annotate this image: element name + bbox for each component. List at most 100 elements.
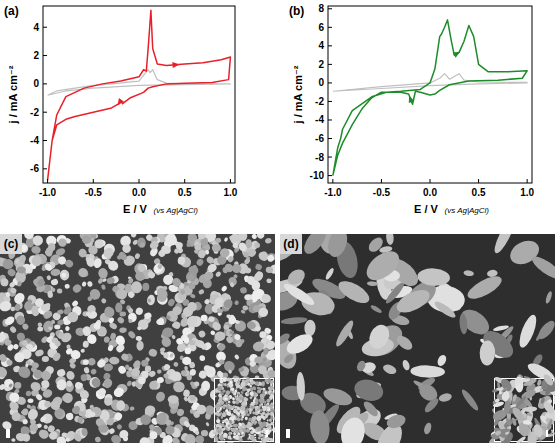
micrograph-feature	[226, 423, 228, 425]
micrograph-feature	[241, 426, 245, 429]
micrograph-feature	[139, 413, 152, 426]
scale-bar	[266, 430, 268, 437]
micrograph-feature	[11, 438, 16, 442]
y-tick	[43, 55, 47, 56]
micrograph-feature	[505, 418, 511, 426]
micrograph-feature	[242, 305, 248, 310]
micrograph-feature	[217, 393, 222, 398]
micrograph-feature	[269, 349, 275, 356]
micrograph-feature	[227, 316, 237, 326]
sem-texture	[0, 234, 275, 443]
micrograph-feature	[251, 280, 261, 291]
micrograph-feature	[264, 237, 272, 244]
y-tick-label: -4	[315, 114, 324, 125]
micrograph-feature	[282, 353, 294, 365]
micrograph-feature	[93, 257, 103, 269]
micrograph-feature	[137, 326, 142, 331]
micrograph-feature	[394, 333, 414, 353]
micrograph-feature	[254, 342, 264, 350]
x-axis-note: (vs Ag|AgCl)	[154, 206, 199, 215]
micrograph-feature	[87, 281, 93, 288]
micrograph-feature	[35, 393, 43, 401]
micrograph-feature	[15, 432, 26, 442]
micrograph-feature	[157, 263, 164, 270]
micrograph-feature	[149, 424, 156, 431]
micrograph-feature	[201, 380, 211, 391]
micrograph-feature	[65, 326, 70, 332]
micrograph-feature	[39, 415, 47, 423]
micrograph-feature	[87, 295, 94, 302]
micrograph-feature	[270, 381, 273, 384]
micrograph-feature	[324, 267, 335, 281]
x-tick	[527, 179, 528, 183]
direction-arrow	[409, 95, 415, 103]
micrograph-feature	[171, 276, 183, 288]
micrograph-feature	[262, 347, 269, 356]
micrograph-feature	[137, 237, 146, 248]
micrograph-feature	[194, 243, 202, 250]
micrograph-feature	[183, 420, 191, 429]
micrograph-feature	[203, 298, 210, 305]
x-tick	[139, 179, 140, 183]
micrograph-feature	[104, 336, 110, 343]
micrograph-feature	[57, 309, 64, 315]
micrograph-feature	[241, 415, 244, 418]
micrograph-feature	[214, 395, 217, 398]
micrograph-feature	[57, 288, 63, 294]
micrograph-feature	[26, 407, 40, 422]
micrograph-feature	[247, 392, 250, 394]
micrograph-feature	[97, 267, 109, 279]
micrograph-feature	[142, 283, 149, 292]
micrograph-feature	[269, 385, 275, 391]
micrograph-feature	[194, 381, 200, 387]
micrograph-feature	[26, 404, 31, 409]
micrograph-feature	[240, 287, 248, 294]
y-tick	[328, 45, 332, 46]
micrograph-feature	[185, 314, 199, 329]
y-tick	[328, 64, 332, 65]
micrograph-feature	[164, 418, 172, 426]
y-tick-label: -2	[315, 96, 324, 107]
micrograph-feature	[516, 436, 527, 443]
micrograph-feature	[125, 364, 130, 370]
micrograph-feature	[184, 366, 189, 371]
micrograph-feature	[90, 310, 99, 319]
y-tick-label: -4	[30, 135, 39, 146]
micrograph-feature	[492, 401, 504, 408]
micrograph-feature	[44, 248, 53, 256]
micrograph-feature	[173, 248, 180, 255]
y-tick-label: -10	[310, 170, 325, 181]
micrograph-feature	[491, 234, 517, 255]
micrograph-feature	[140, 242, 146, 248]
x-tick	[381, 179, 382, 183]
y-tick	[43, 83, 47, 84]
micrograph-feature	[232, 408, 238, 414]
micrograph-feature	[222, 415, 224, 417]
micrograph-feature	[81, 428, 88, 437]
micrograph-feature	[163, 373, 169, 379]
micrograph-feature	[222, 297, 235, 310]
micrograph-feature	[551, 429, 555, 435]
micrograph-feature	[245, 417, 248, 421]
direction-arrow	[118, 98, 124, 106]
y-tick	[43, 168, 47, 169]
micrograph-feature	[29, 380, 42, 392]
micrograph-feature	[8, 383, 13, 389]
micrograph-feature	[264, 379, 268, 383]
micrograph-feature	[217, 430, 221, 434]
sem-image: (d)	[265, 218, 555, 443]
micrograph-feature	[158, 316, 167, 326]
micrograph-feature	[119, 430, 129, 439]
micrograph-feature	[172, 381, 185, 393]
micrograph-feature	[257, 411, 260, 414]
micrograph-feature	[263, 382, 265, 385]
micrograph-feature	[103, 396, 114, 407]
y-tick	[328, 82, 332, 83]
micrograph-feature	[15, 315, 26, 326]
micrograph-feature	[119, 327, 127, 333]
micrograph-feature	[30, 365, 38, 373]
plot-frame	[43, 6, 235, 183]
micrograph-feature	[205, 422, 210, 427]
micrograph-feature	[385, 412, 407, 430]
panel-letter: (a)	[4, 4, 19, 18]
